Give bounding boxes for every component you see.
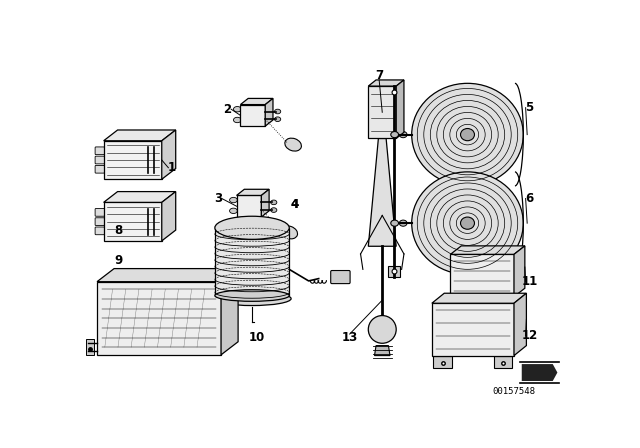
- Ellipse shape: [271, 208, 277, 212]
- Ellipse shape: [275, 117, 281, 121]
- Ellipse shape: [412, 83, 524, 186]
- Polygon shape: [237, 195, 261, 217]
- Ellipse shape: [234, 117, 241, 123]
- Polygon shape: [104, 202, 162, 241]
- Polygon shape: [451, 246, 525, 254]
- Ellipse shape: [461, 129, 474, 141]
- Text: 1: 1: [168, 161, 175, 174]
- Polygon shape: [162, 130, 176, 179]
- FancyBboxPatch shape: [95, 147, 104, 155]
- Ellipse shape: [215, 216, 289, 239]
- Polygon shape: [396, 80, 404, 138]
- Polygon shape: [432, 293, 527, 303]
- Polygon shape: [104, 130, 176, 141]
- Ellipse shape: [285, 138, 301, 151]
- Polygon shape: [432, 303, 514, 356]
- Polygon shape: [215, 228, 289, 296]
- Polygon shape: [162, 192, 176, 241]
- Polygon shape: [265, 99, 273, 126]
- FancyBboxPatch shape: [95, 208, 104, 216]
- Text: 7: 7: [375, 69, 383, 82]
- Polygon shape: [494, 356, 513, 368]
- Ellipse shape: [234, 107, 241, 112]
- Polygon shape: [221, 269, 238, 355]
- Polygon shape: [368, 138, 396, 246]
- Polygon shape: [237, 189, 269, 195]
- Ellipse shape: [275, 109, 281, 114]
- FancyBboxPatch shape: [95, 218, 104, 225]
- Circle shape: [368, 315, 396, 343]
- Polygon shape: [522, 364, 557, 381]
- FancyBboxPatch shape: [95, 227, 104, 235]
- Text: 9: 9: [115, 254, 123, 267]
- Text: 13: 13: [342, 331, 358, 344]
- Ellipse shape: [281, 226, 298, 239]
- FancyBboxPatch shape: [95, 165, 104, 173]
- Ellipse shape: [230, 208, 237, 214]
- Polygon shape: [104, 192, 176, 202]
- Ellipse shape: [412, 172, 524, 275]
- Polygon shape: [241, 104, 265, 126]
- Ellipse shape: [391, 220, 399, 226]
- Polygon shape: [368, 86, 396, 138]
- Text: 12: 12: [522, 329, 538, 342]
- Ellipse shape: [230, 198, 237, 203]
- Polygon shape: [388, 86, 400, 97]
- Polygon shape: [97, 282, 221, 355]
- Polygon shape: [514, 293, 527, 356]
- Text: 8: 8: [115, 224, 123, 237]
- Polygon shape: [261, 189, 269, 217]
- Text: 11: 11: [522, 275, 538, 288]
- Polygon shape: [374, 345, 390, 356]
- Polygon shape: [368, 80, 404, 86]
- Text: 6: 6: [525, 192, 534, 205]
- Polygon shape: [451, 254, 514, 297]
- Polygon shape: [433, 356, 452, 368]
- Polygon shape: [104, 141, 162, 179]
- Text: 2: 2: [223, 103, 231, 116]
- Text: 4: 4: [291, 198, 299, 211]
- Polygon shape: [514, 246, 525, 297]
- Ellipse shape: [213, 292, 291, 306]
- Polygon shape: [86, 340, 94, 355]
- FancyBboxPatch shape: [331, 271, 350, 284]
- Ellipse shape: [215, 290, 289, 302]
- Ellipse shape: [391, 132, 399, 138]
- Text: 4: 4: [291, 198, 299, 211]
- Ellipse shape: [399, 132, 407, 138]
- Ellipse shape: [399, 220, 407, 226]
- Text: 3: 3: [214, 192, 222, 205]
- Text: 10: 10: [248, 331, 265, 344]
- Polygon shape: [388, 266, 400, 277]
- Ellipse shape: [461, 217, 474, 229]
- Text: 5: 5: [525, 101, 534, 114]
- Polygon shape: [97, 269, 238, 282]
- Ellipse shape: [271, 200, 277, 205]
- Text: 00157548: 00157548: [493, 387, 536, 396]
- FancyBboxPatch shape: [95, 156, 104, 164]
- Polygon shape: [241, 99, 273, 104]
